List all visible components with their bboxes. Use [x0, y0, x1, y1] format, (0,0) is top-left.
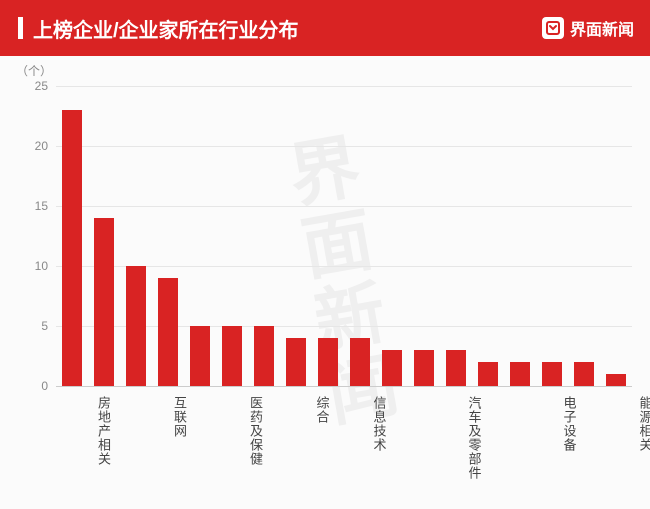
x-label-slot: 电子设备	[531, 390, 607, 480]
page-title: 上榜企业/企业家所在行业分布	[33, 14, 299, 43]
x-label-slot: 综合	[303, 390, 341, 480]
y-tick-label: 25	[16, 79, 56, 93]
bar-slot	[280, 86, 312, 386]
bar	[606, 374, 625, 386]
bar-slot	[440, 86, 472, 386]
bar-slot	[472, 86, 504, 386]
bar	[414, 350, 433, 386]
x-axis-labels: 房地产相关互联网医药及保健综合信息技术汽车及零部件电子设备能源相关化工金融农林牧…	[56, 390, 632, 480]
bar-slot	[536, 86, 568, 386]
chart-card: 上榜企业/企业家所在行业分布 界面新闻 界面新闻 （个） 0510152025 …	[0, 0, 650, 509]
bar	[478, 362, 497, 386]
bar-slot	[600, 86, 632, 386]
x-label-slot: 汽车及零部件	[417, 390, 531, 480]
x-axis-label: 信息技术	[370, 390, 389, 480]
x-label-slot: 医药及保健	[208, 390, 303, 480]
y-tick-label: 5	[16, 319, 56, 333]
x-label-slot: 能源相关	[607, 390, 650, 480]
x-axis-label: 互联网	[170, 390, 189, 480]
bar-slot	[344, 86, 376, 386]
x-axis-label: 综合	[313, 390, 332, 480]
y-tick-label: 15	[16, 199, 56, 213]
bar-slot	[376, 86, 408, 386]
x-axis-label: 电子设备	[560, 390, 579, 480]
bar-slot	[152, 86, 184, 386]
x-axis-label: 汽车及零部件	[465, 390, 484, 480]
bar	[62, 110, 81, 386]
bar	[382, 350, 401, 386]
brand-logo-icon	[542, 17, 564, 39]
bar-slot	[184, 86, 216, 386]
x-axis-label: 房地产相关	[94, 390, 113, 480]
bar	[574, 362, 593, 386]
bar	[510, 362, 529, 386]
bar	[286, 338, 305, 386]
gridline	[56, 386, 632, 387]
x-label-slot: 互联网	[151, 390, 208, 480]
bar-slot	[56, 86, 88, 386]
bar	[126, 266, 145, 386]
title-wrap: 上榜企业/企业家所在行业分布	[18, 14, 299, 43]
chart-area: （个） 0510152025 房地产相关互联网医药及保健综合信息技术汽车及零部件…	[0, 56, 650, 509]
y-axis-unit: （个）	[16, 62, 52, 79]
bar-slot	[568, 86, 600, 386]
bar-slot	[504, 86, 536, 386]
plot: 0510152025	[56, 86, 632, 386]
bars-container	[56, 86, 632, 386]
title-accent-bar	[18, 17, 23, 39]
y-tick-label: 10	[16, 259, 56, 273]
x-label-slot: 信息技术	[341, 390, 417, 480]
bar	[318, 338, 337, 386]
bar-slot	[120, 86, 152, 386]
brand-text: 界面新闻	[570, 16, 634, 40]
header: 上榜企业/企业家所在行业分布 界面新闻	[0, 0, 650, 56]
x-label-slot: 房地产相关	[56, 390, 151, 480]
bar-slot	[312, 86, 344, 386]
bar	[222, 326, 241, 386]
bar	[446, 350, 465, 386]
bar	[254, 326, 273, 386]
bar-slot	[408, 86, 440, 386]
bar	[190, 326, 209, 386]
y-tick-label: 0	[16, 379, 56, 393]
bar-slot	[216, 86, 248, 386]
bar	[350, 338, 369, 386]
bar	[94, 218, 113, 386]
brand: 界面新闻	[542, 16, 634, 40]
y-tick-label: 20	[16, 139, 56, 153]
bar-slot	[88, 86, 120, 386]
bar	[158, 278, 177, 386]
x-axis-label: 能源相关	[636, 390, 650, 480]
bar-slot	[248, 86, 280, 386]
x-axis-label: 医药及保健	[246, 390, 265, 480]
bar	[542, 362, 561, 386]
